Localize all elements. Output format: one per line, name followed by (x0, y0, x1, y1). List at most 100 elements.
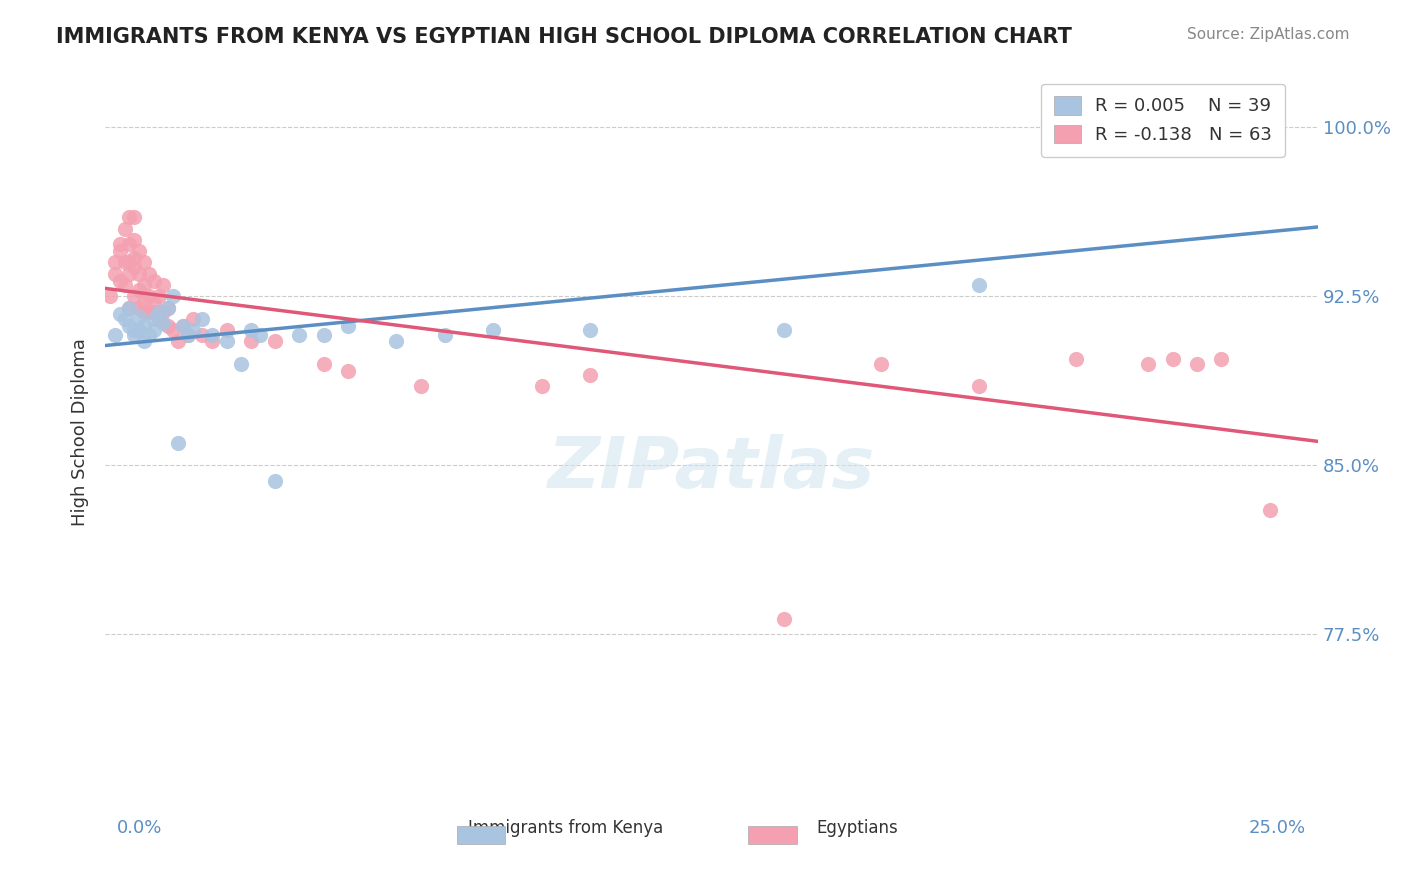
Point (114, 311, 136, 326)
Point (128, 244, 150, 259)
Point (191, 327, 214, 342)
Point (167, 334, 190, 349)
Point (579, 323, 602, 337)
Point (128, 283, 150, 297)
Point (1161, 352, 1184, 367)
Point (142, 273, 165, 287)
Point (157, 301, 180, 315)
Text: Source: ZipAtlas.com: Source: ZipAtlas.com (1187, 27, 1350, 42)
Point (967, 379, 990, 393)
Text: Egyptians: Egyptians (817, 819, 898, 838)
Point (191, 311, 214, 326)
Text: 25.0%: 25.0% (1249, 819, 1306, 838)
Point (385, 334, 408, 349)
Y-axis label: High School Diploma: High School Diploma (72, 338, 89, 525)
Point (118, 237, 141, 252)
Point (128, 301, 150, 315)
Point (118, 301, 141, 315)
Point (108, 244, 131, 259)
Point (1209, 120, 1232, 135)
Point (118, 267, 141, 281)
Point (108, 273, 131, 287)
Point (104, 255, 127, 269)
Point (482, 323, 505, 337)
Text: IMMIGRANTS FROM KENYA VS EGYPTIAN HIGH SCHOOL DIPLOMA CORRELATION CHART: IMMIGRANTS FROM KENYA VS EGYPTIAN HIGH S… (56, 27, 1073, 46)
Point (142, 296, 165, 310)
Point (215, 323, 238, 337)
Point (118, 301, 141, 315)
Point (1258, 503, 1281, 517)
Point (128, 310, 150, 324)
Point (104, 267, 127, 281)
Point (157, 318, 180, 333)
Point (114, 221, 136, 235)
Point (124, 323, 146, 337)
Point (215, 334, 238, 349)
Point (132, 305, 155, 319)
Point (124, 260, 146, 274)
Point (152, 278, 174, 293)
Point (128, 267, 150, 281)
FancyBboxPatch shape (457, 826, 506, 845)
Point (239, 323, 262, 337)
Point (172, 318, 194, 333)
Point (138, 327, 160, 342)
Text: Immigrants from Kenya: Immigrants from Kenya (468, 819, 664, 838)
Point (336, 364, 359, 378)
Point (132, 296, 155, 310)
Point (162, 323, 184, 337)
Point (142, 323, 165, 337)
Point (773, 323, 796, 337)
Point (1137, 357, 1160, 371)
Point (409, 379, 432, 393)
Point (201, 334, 224, 349)
Point (201, 327, 224, 342)
Point (124, 211, 146, 225)
Point (579, 368, 602, 383)
Point (264, 334, 287, 349)
Point (138, 305, 160, 319)
Point (128, 323, 150, 337)
Point (142, 305, 165, 319)
Point (124, 327, 146, 342)
Point (181, 323, 204, 337)
Point (124, 289, 146, 303)
Point (138, 289, 160, 303)
Point (249, 327, 271, 342)
Point (98, 289, 121, 303)
Point (118, 318, 141, 333)
Point (142, 311, 165, 326)
Point (264, 474, 287, 488)
Point (176, 327, 198, 342)
Point (138, 267, 160, 281)
Point (148, 305, 170, 319)
Point (152, 317, 174, 331)
Point (114, 278, 136, 293)
Point (1209, 352, 1232, 367)
Point (152, 305, 174, 319)
Point (118, 211, 141, 225)
Point (870, 357, 893, 371)
Point (288, 327, 311, 342)
Text: ZIPatlas: ZIPatlas (548, 434, 876, 503)
Point (967, 278, 990, 293)
Point (1064, 352, 1087, 367)
Point (132, 334, 155, 349)
Point (148, 311, 170, 326)
Point (181, 311, 204, 326)
Point (162, 289, 184, 303)
Point (132, 318, 155, 333)
Point (108, 237, 131, 252)
Point (1185, 357, 1208, 371)
Point (114, 255, 136, 269)
Point (312, 327, 335, 342)
Point (433, 327, 456, 342)
Point (176, 327, 198, 342)
Point (104, 327, 127, 342)
Point (108, 307, 131, 321)
Point (773, 612, 796, 626)
Point (124, 233, 146, 247)
Point (167, 435, 190, 450)
Legend: R = 0.005    N = 39, R = -0.138   N = 63: R = 0.005 N = 39, R = -0.138 N = 63 (1042, 84, 1285, 156)
Point (312, 357, 335, 371)
